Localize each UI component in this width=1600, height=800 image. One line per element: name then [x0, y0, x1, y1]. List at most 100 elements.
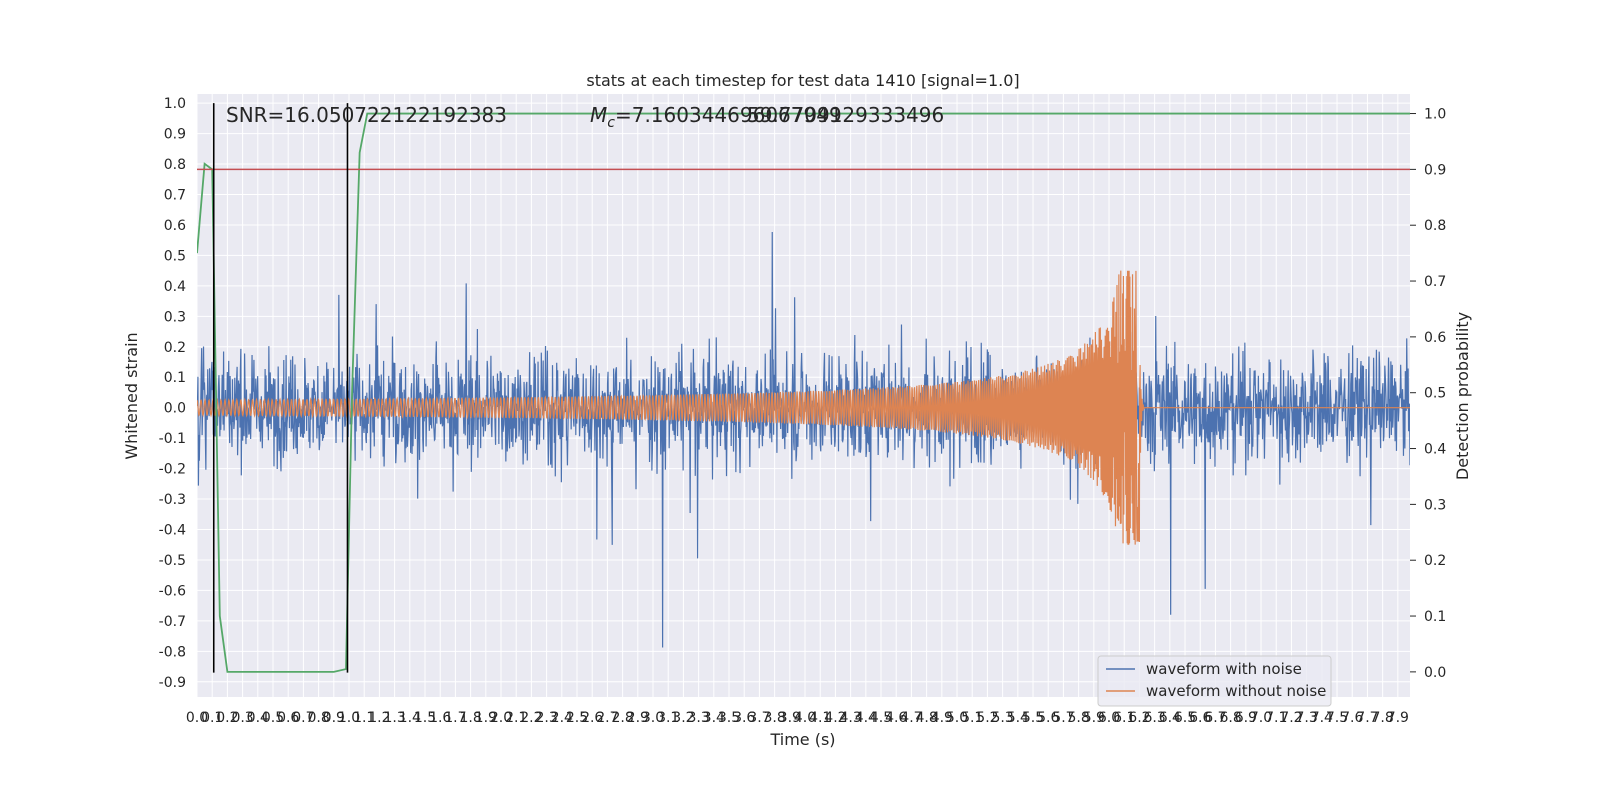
x-tick-label: 2.8: [611, 710, 633, 726]
x-tick-label: 7.8: [1372, 710, 1394, 726]
y-tick-label-left: 0.4: [164, 279, 186, 295]
y-tick-label-left: -0.5: [159, 553, 186, 569]
x-tick-label: 6.1: [1113, 710, 1135, 726]
x-tick-label: 6.3: [1143, 710, 1165, 726]
x-tick-label: 7.9: [1387, 710, 1409, 726]
chirp-mass-annotation: Mc=7.160344696067949: [590, 103, 842, 131]
x-tick-label: 2.9: [627, 710, 649, 726]
x-tick-label: 3.8: [763, 710, 785, 726]
x-tick-label: 3.1: [657, 710, 679, 726]
x-tick-label: 3.3: [687, 710, 709, 726]
x-tick-label: 5.4: [1007, 710, 1029, 726]
x-tick-label: 6.6: [1189, 710, 1211, 726]
y-tick-label-right: 0.8: [1424, 218, 1446, 234]
y-tick-label-right: 0.7: [1424, 274, 1446, 290]
x-tick-label: 2.4: [551, 710, 573, 726]
y-tick-label-left: 0.0: [164, 401, 186, 417]
x-tick-label: 0.9: [323, 710, 345, 726]
x-tick-label: 4.7: [900, 710, 922, 726]
x-tick-label: 7.3: [1296, 710, 1318, 726]
x-tick-label: 4.6: [885, 710, 907, 726]
x-tick-label: 6.8: [1220, 710, 1242, 726]
x-tick-label: 3.4: [703, 710, 725, 726]
x-tick-label: 3.2: [672, 710, 694, 726]
x-tick-label: 2.2: [520, 710, 542, 726]
y-tick-label-left: 0.6: [164, 218, 186, 234]
x-tick-label: 1.8: [459, 710, 481, 726]
x-tick-label: 7.4: [1311, 710, 1333, 726]
x-tick-label: 2.7: [596, 710, 618, 726]
y-tick-label-left: -0.7: [159, 614, 186, 630]
x-tick-label: 3.7: [748, 710, 770, 726]
x-tick-label: 4.5: [870, 710, 892, 726]
x-tick-label: 2.1: [505, 710, 527, 726]
x-tick-label: 5.7: [1052, 710, 1074, 726]
x-tick-label: 5.2: [976, 710, 998, 726]
x-tick-label: 6.9: [1235, 710, 1257, 726]
x-tick-label: 3.0: [642, 710, 664, 726]
y-tick-label-right: 0.3: [1424, 497, 1446, 513]
x-ticks: 0.00.10.20.30.40.50.60.70.80.91.01.11.21…: [186, 710, 1409, 726]
y-tick-label-left: -0.9: [159, 675, 186, 691]
x-tick-label: 0.2: [216, 710, 238, 726]
overlap-annotation: 59.7709129333496: [747, 103, 944, 127]
x-tick-label: 1.1: [353, 710, 375, 726]
x-tick-label: 2.3: [535, 710, 557, 726]
series-line-waveform-without-noise: [197, 270, 1410, 545]
x-tick-label: 0.6: [277, 710, 299, 726]
y-tick-label-left: -0.4: [159, 523, 186, 539]
x-tick-label: 1.3: [383, 710, 405, 726]
x-tick-label: 0.7: [292, 710, 314, 726]
x-tick-label: 4.2: [824, 710, 846, 726]
x-tick-label: 5.8: [1067, 710, 1089, 726]
x-tick-label: 2.6: [581, 710, 603, 726]
x-tick-label: 7.1: [1265, 710, 1287, 726]
y-tick-label-right: 0.9: [1424, 162, 1446, 178]
x-tick-label: 1.4: [399, 710, 421, 726]
x-tick-label: 4.4: [855, 710, 877, 726]
y-tick-label-left: 0.2: [164, 340, 186, 356]
y-tick-label-left: 0.5: [164, 248, 186, 264]
x-tick-label: 4.3: [839, 710, 861, 726]
x-tick-label: 7.6: [1341, 710, 1363, 726]
x-tick-label: 0.3: [231, 710, 253, 726]
x-tick-label: 3.9: [779, 710, 801, 726]
x-tick-label: 0.1: [201, 710, 223, 726]
x-tick-label: 1.7: [444, 710, 466, 726]
legend-box: [1097, 655, 1332, 707]
snr-annotation: SNR=16.050722122192383: [226, 103, 507, 127]
y-tick-label-left: -0.8: [159, 644, 186, 660]
y-axis-label-right: Detection probability: [1453, 312, 1472, 480]
x-tick-label: 6.4: [1159, 710, 1181, 726]
legend: waveform with noise waveform without noi…: [1097, 655, 1332, 707]
x-tick-label: 5.6: [1037, 710, 1059, 726]
y-tick-label-right: 0.6: [1424, 330, 1446, 346]
x-tick-label: 5.9: [1083, 710, 1105, 726]
y-tick-label-left: 0.9: [164, 127, 186, 143]
x-tick-label: 4.8: [915, 710, 937, 726]
y-tick-label-right: 0.2: [1424, 553, 1446, 569]
x-tick-label: 2.5: [566, 710, 588, 726]
y-tick-label-left: -0.3: [159, 492, 186, 508]
x-tick-label: 4.9: [931, 710, 953, 726]
x-tick-label: 1.2: [368, 710, 390, 726]
right-y-ticks: 1.0 0.9 0.8 0.7 0.6 0.5 0.4 0.3 0.2 0.1 0.0: [1410, 107, 1446, 681]
x-tick-label: 4.1: [809, 710, 831, 726]
x-tick-label: 7.0: [1250, 710, 1272, 726]
x-tick-label: 0.0: [186, 710, 208, 726]
series-layer: [197, 103, 1410, 673]
y-axis-label-left: Whitened strain: [122, 332, 141, 459]
legend-label-noise: waveform with noise: [1146, 660, 1302, 678]
x-tick-label: 3.6: [733, 710, 755, 726]
x-tick-label: 5.3: [991, 710, 1013, 726]
x-tick-label: 7.7: [1356, 710, 1378, 726]
x-tick-label: 0.5: [262, 710, 284, 726]
left-y-ticks: 1.0 0.9 0.8 0.7 0.6 0.5 0.4 0.3 0.2 0.1 0.0 -0.1 -0.…: [159, 96, 186, 691]
x-tick-label: 4.0: [794, 710, 816, 726]
x-tick-label: 6.7: [1204, 710, 1226, 726]
y-tick-label-left: 0.7: [164, 188, 186, 204]
x-tick-label: 5.1: [961, 710, 983, 726]
y-tick-label-left: -0.2: [159, 462, 186, 478]
y-tick-label-left: -0.6: [159, 583, 186, 599]
x-tick-label: 0.8: [307, 710, 329, 726]
